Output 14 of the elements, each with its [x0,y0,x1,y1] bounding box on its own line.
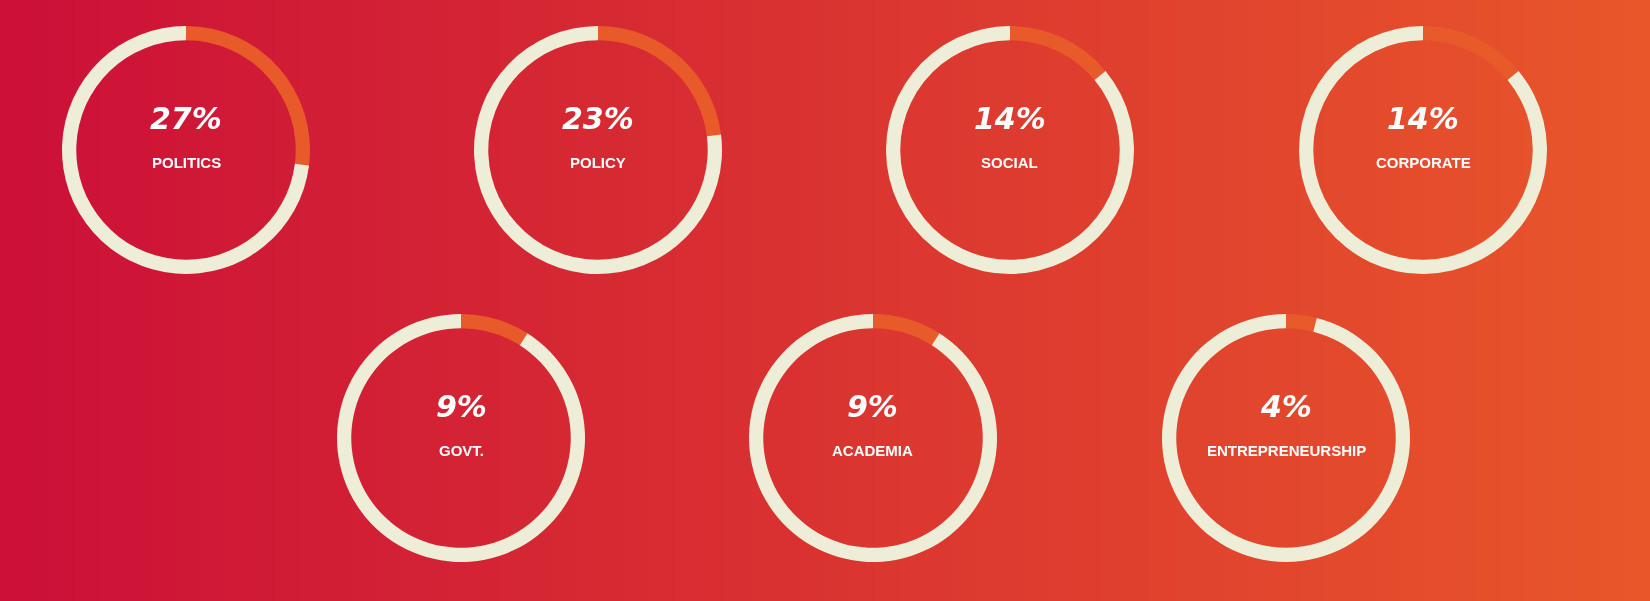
data-label: 14% [1387,101,1459,136]
data-label: 14% [974,101,1046,136]
data-label: 27% [150,101,222,136]
text: ENTREPRENEURSHIP [1207,442,1367,459]
text: GOVT. [439,442,485,459]
text: POLICY [570,154,626,171]
data-label: 9% [436,389,487,424]
data-label: 23% [562,101,634,136]
data-label: 9% [847,389,898,424]
data-label: 4% [1260,389,1312,424]
text: CORPORATE [1376,154,1471,171]
text: POLITICS [152,154,222,171]
text: SOCIAL [981,154,1038,171]
text: ACADEMIA [832,442,913,459]
